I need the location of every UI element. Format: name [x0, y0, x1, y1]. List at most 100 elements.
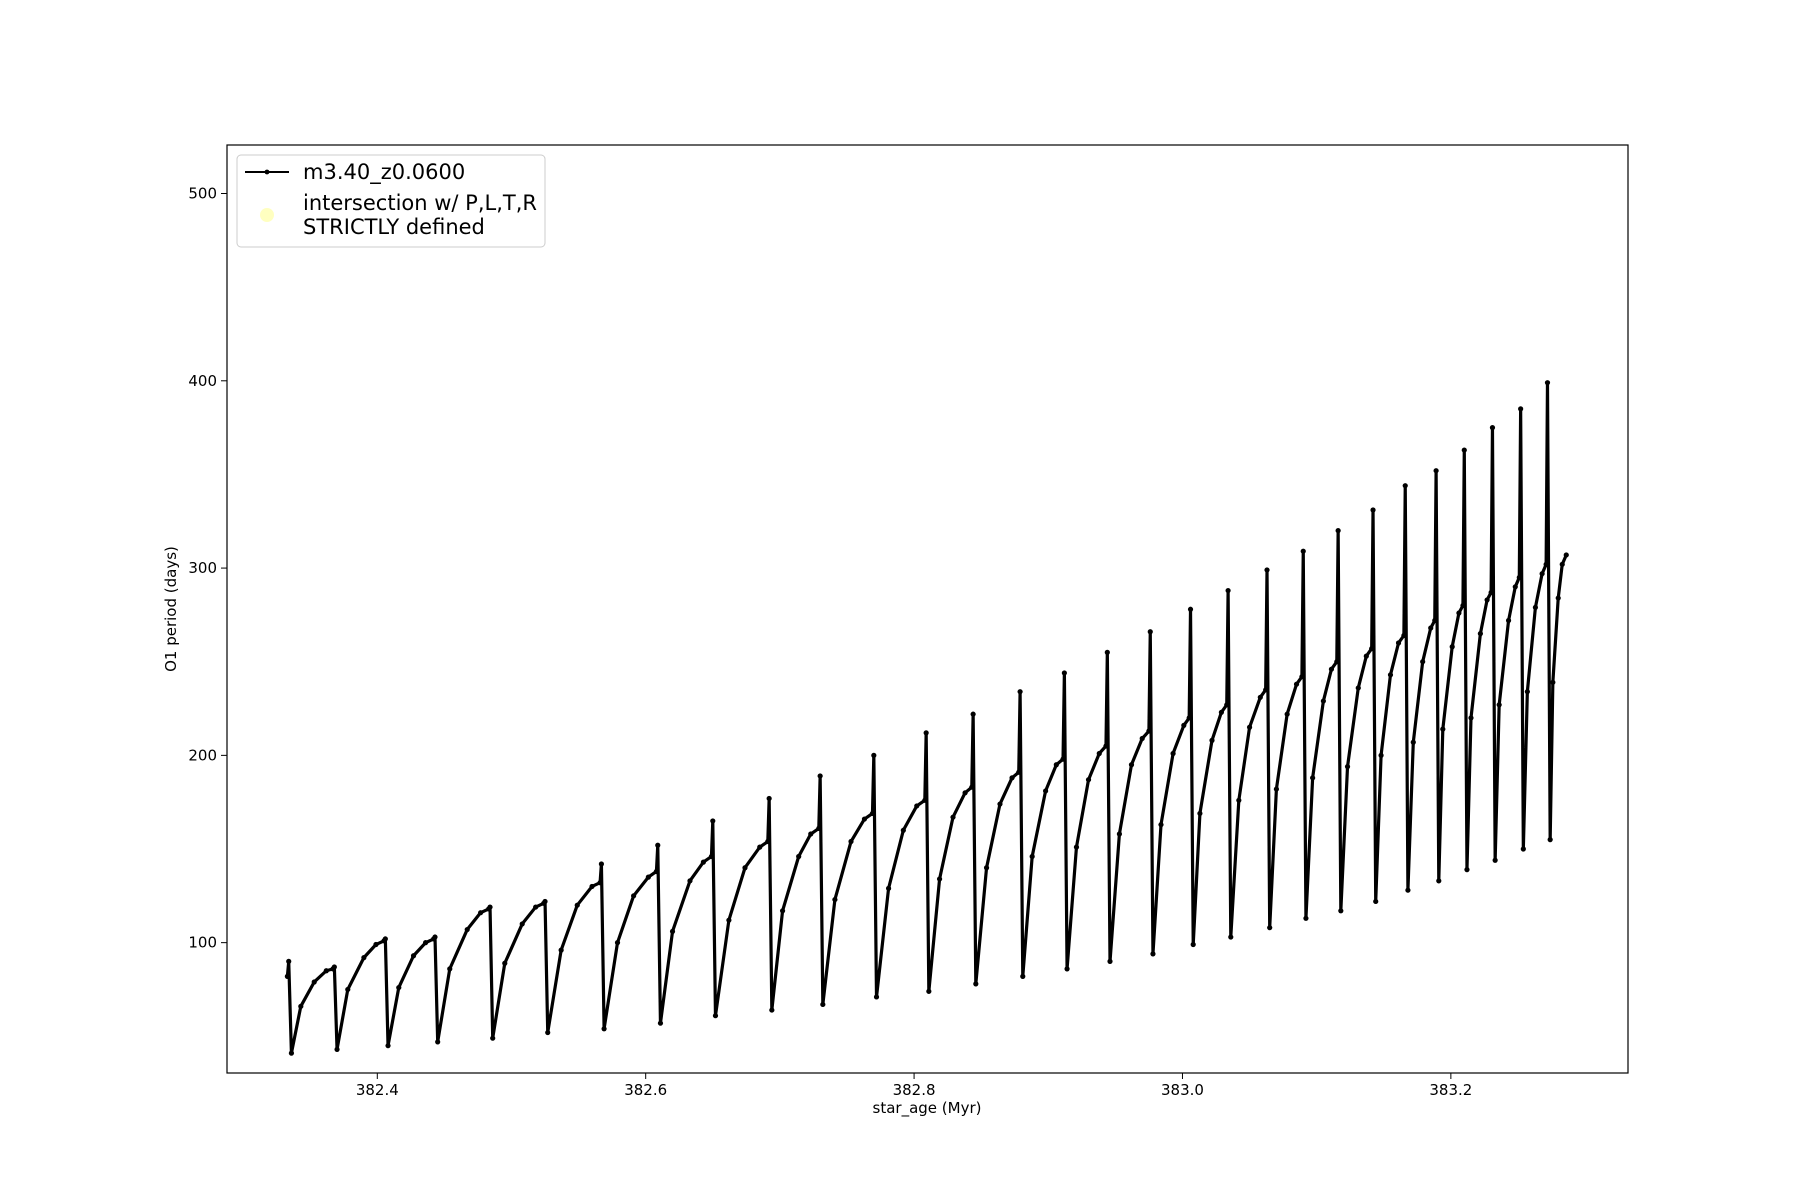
data-point — [1334, 659, 1340, 665]
data-point — [1505, 617, 1512, 624]
data-point — [1440, 726, 1446, 732]
data-point — [558, 947, 564, 953]
data-point — [712, 1013, 719, 1019]
data-point — [1370, 507, 1376, 513]
data-point — [861, 816, 868, 822]
data-point — [288, 1050, 295, 1056]
data-point — [385, 1043, 391, 1049]
data-point — [1042, 788, 1049, 794]
data-point — [1461, 447, 1467, 453]
data-point — [1369, 646, 1375, 652]
data-point — [373, 941, 379, 948]
data-point — [1492, 857, 1498, 863]
y-axis-label: O1 period (days) — [162, 546, 180, 672]
data-point — [396, 984, 402, 991]
data-point — [1401, 632, 1407, 639]
data-point — [1170, 750, 1176, 757]
data-point — [1197, 810, 1203, 817]
data-point — [1518, 406, 1524, 412]
data-point — [1456, 610, 1462, 616]
data-point — [1187, 606, 1194, 612]
data-point — [808, 831, 814, 837]
series-line — [285, 381, 1568, 1055]
data-point — [708, 853, 715, 860]
data-point — [1209, 737, 1215, 743]
x-tick-label: 382.8 — [893, 1081, 936, 1099]
data-point — [1150, 951, 1156, 957]
data-point — [769, 1007, 775, 1013]
data-point — [601, 1026, 607, 1032]
data-point — [1303, 915, 1309, 921]
data-point — [1539, 571, 1545, 577]
data-point — [447, 966, 453, 972]
data-point — [1433, 468, 1439, 474]
data-point — [542, 898, 548, 905]
data-point — [614, 940, 621, 946]
data-point — [1146, 728, 1152, 734]
data-point — [900, 827, 906, 833]
legend-swatch — [264, 169, 270, 175]
data-point — [742, 865, 748, 871]
data-point — [284, 973, 290, 979]
data-point — [1512, 584, 1518, 590]
data-point — [923, 730, 929, 736]
data-point — [1428, 625, 1434, 631]
x-tick-label: 382.4 — [356, 1081, 399, 1099]
data-point — [832, 896, 838, 903]
data-point — [298, 1003, 304, 1009]
data-point — [1224, 702, 1230, 708]
data-point — [1263, 687, 1269, 693]
data-point — [817, 773, 823, 779]
data-point — [1225, 587, 1231, 594]
data-point — [873, 994, 880, 1000]
data-point — [1020, 973, 1026, 979]
data-point — [1555, 595, 1561, 601]
data-point — [1139, 735, 1145, 742]
data-point — [657, 1020, 664, 1026]
data-point — [765, 838, 771, 845]
data-point — [962, 790, 968, 796]
data-point — [1363, 653, 1369, 659]
legend-label: intersection w/ P,L,T,R STRICTLY defined — [303, 191, 537, 239]
legend-swatch — [260, 208, 274, 222]
data-point — [1085, 777, 1092, 783]
data-point — [545, 1029, 551, 1036]
data-point — [1488, 589, 1494, 596]
data-point — [655, 842, 661, 848]
data-point — [1544, 380, 1551, 386]
x-axis-label: star_age (Myr) — [873, 1099, 982, 1118]
data-point — [871, 752, 877, 758]
data-point — [973, 981, 979, 987]
data-point — [1300, 548, 1306, 554]
data-point — [1460, 602, 1466, 609]
data-point — [1064, 966, 1070, 972]
data-point — [1335, 528, 1341, 534]
data-point — [1449, 644, 1455, 650]
data-point — [922, 797, 928, 803]
data-point — [1103, 743, 1109, 749]
y-tick-label: 300 — [188, 559, 217, 577]
data-point — [1147, 629, 1153, 635]
data-point — [598, 861, 605, 867]
data-point — [936, 876, 943, 882]
data-point — [1344, 764, 1351, 770]
data-point — [1190, 941, 1196, 948]
data-point — [710, 818, 716, 824]
data-point — [1543, 561, 1549, 567]
data-point — [311, 979, 317, 985]
data-point — [1186, 715, 1192, 721]
data-point — [779, 908, 786, 914]
data-point — [1267, 925, 1273, 931]
x-tick-label: 383.2 — [1429, 1081, 1472, 1099]
x-tick-label: 383.0 — [1161, 1081, 1204, 1099]
data-point — [533, 904, 539, 910]
data-point — [1181, 722, 1187, 728]
data-point — [478, 910, 484, 916]
data-point — [1524, 689, 1530, 695]
data-point — [1402, 483, 1408, 489]
data-point — [700, 859, 706, 865]
data-point — [1264, 567, 1270, 573]
data-point — [519, 921, 525, 927]
